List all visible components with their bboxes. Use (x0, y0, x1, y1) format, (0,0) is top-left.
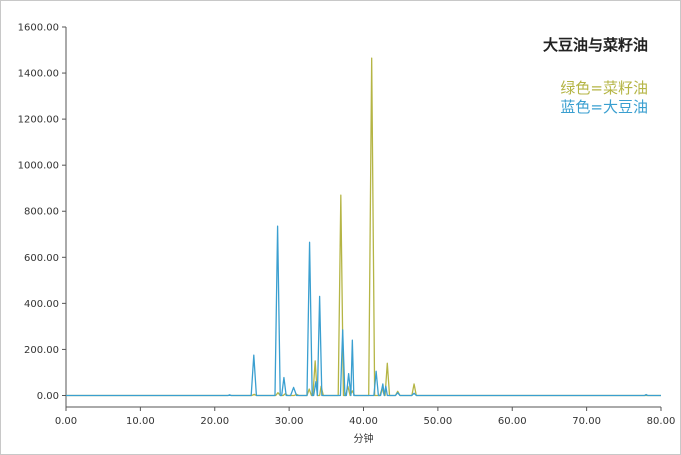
x-axis-label: 分钟 (354, 432, 374, 445)
y-tick-label: 1200.00 (18, 115, 59, 126)
y-tick-label: 1000.00 (18, 161, 59, 172)
y-tick-label: 400.00 (24, 299, 59, 310)
plot-area (66, 57, 661, 397)
y-tick-label: 1400.00 (18, 69, 59, 80)
y-tick-label: 200.00 (24, 345, 59, 356)
y-tick-label: 800.00 (24, 207, 59, 218)
x-tick-label: 0.00 (55, 416, 77, 427)
y-tick-label: 1600.00 (18, 23, 59, 34)
x-tick-label: 50.00 (424, 416, 453, 427)
y-axis-ticks: 0.00 200.00 400.00 600.00 800.00 1000.00 1200.… (18, 23, 66, 402)
x-tick-label: 80.00 (647, 416, 676, 427)
y-tick-label: 0.00 (37, 391, 59, 402)
x-tick-label: 70.00 (572, 416, 601, 427)
x-axis-ticks: 0.00 10.00 20.00 30.00 40.00 50.00 60.00 70.00 8… (55, 407, 675, 427)
y-tick-label: 600.00 (24, 253, 59, 264)
chart-title: 大豆油与菜籽油 (543, 36, 648, 54)
x-tick-label: 40.00 (349, 416, 378, 427)
x-tick-label: 30.00 (275, 416, 304, 427)
legend-entry: 蓝色=大豆油 (560, 98, 648, 116)
x-tick-label: 60.00 (498, 416, 527, 427)
x-tick-label: 10.00 (126, 416, 155, 427)
series-line-soybean-oil (66, 225, 661, 397)
legend-entry: 绿色=菜籽油 (560, 79, 648, 97)
x-tick-label: 20.00 (200, 416, 229, 427)
